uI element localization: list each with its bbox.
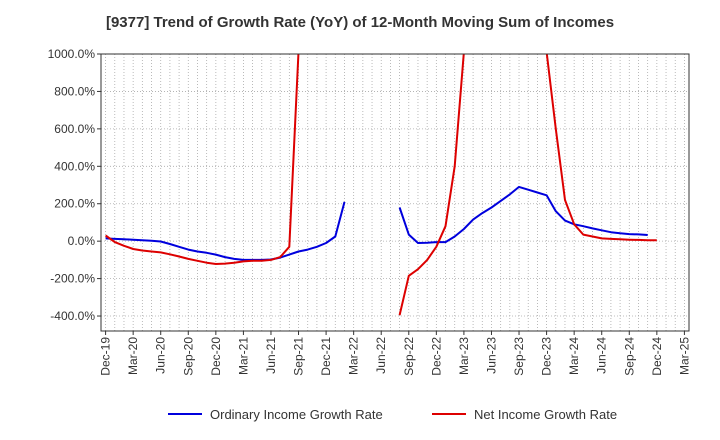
legend-label-net: Net Income Growth Rate (474, 407, 617, 422)
x-tick-label: Dec-23 (540, 337, 554, 376)
x-tick-label: Sep-23 (512, 337, 526, 376)
plot-frame (100, 53, 690, 332)
x-tick-label: Sep-24 (622, 337, 636, 376)
x-tick-label: Jun-23 (484, 337, 498, 374)
y-tick-label: 0.0% (68, 234, 96, 248)
x-tick-label: Mar-21 (236, 337, 250, 375)
series-line (105, 54, 300, 265)
series-line (105, 201, 346, 261)
x-tick-label: Jun-22 (374, 337, 388, 374)
x-tick-label: Mar-25 (677, 337, 691, 375)
x-tick-label: Dec-21 (319, 337, 333, 376)
y-tick-label: 200.0% (54, 197, 95, 211)
x-tick-label: Mar-20 (126, 337, 140, 375)
x-tick-label: Dec-24 (650, 337, 664, 376)
y-axis: 1000.0% 800.0% 600.0% 400.0% 200.0% 0.0% -200.… (48, 47, 101, 323)
x-axis: Dec-19 Mar-20 Jun-20 Sep-20 Dec-20 Mar-21 Jun-… (99, 331, 691, 376)
x-tick-label: Mar-22 (347, 337, 361, 375)
chart-title: [9377] Trend of Growth Rate (YoY) of 12-… (105, 14, 615, 31)
x-tick-label: Dec-22 (429, 337, 443, 376)
x-tick-label: Dec-20 (209, 337, 223, 376)
x-tick-label: Sep-22 (402, 337, 416, 376)
series-line (398, 185, 648, 244)
y-tick-label: 1000.0% (48, 47, 96, 61)
x-tick-label: Dec-19 (99, 337, 113, 376)
x-tick-label: Mar-24 (567, 337, 581, 375)
x-tick-label: Sep-21 (292, 337, 306, 376)
series-line (398, 54, 465, 316)
x-tick-label: Jun-24 (595, 337, 609, 374)
series-layer (105, 54, 657, 316)
series-line (545, 54, 657, 242)
series-net-income (105, 54, 657, 316)
x-tick-label: Sep-20 (181, 337, 195, 376)
y-tick-label: 400.0% (54, 159, 95, 173)
legend-label-ordinary: Ordinary Income Growth Rate (210, 407, 383, 422)
grid (101, 53, 689, 331)
legend: Ordinary Income Growth Rate Net Income Gr… (168, 407, 617, 422)
series-ordinary-income (105, 185, 648, 261)
y-tick-label: 600.0% (54, 122, 95, 136)
x-tick-label: Jun-20 (154, 337, 168, 374)
x-tick-label: Jun-21 (264, 337, 278, 374)
y-tick-label: 800.0% (54, 84, 95, 98)
y-tick-label: -400.0% (50, 309, 95, 323)
y-tick-label: -200.0% (50, 272, 95, 286)
x-tick-label: Mar-23 (457, 337, 471, 375)
